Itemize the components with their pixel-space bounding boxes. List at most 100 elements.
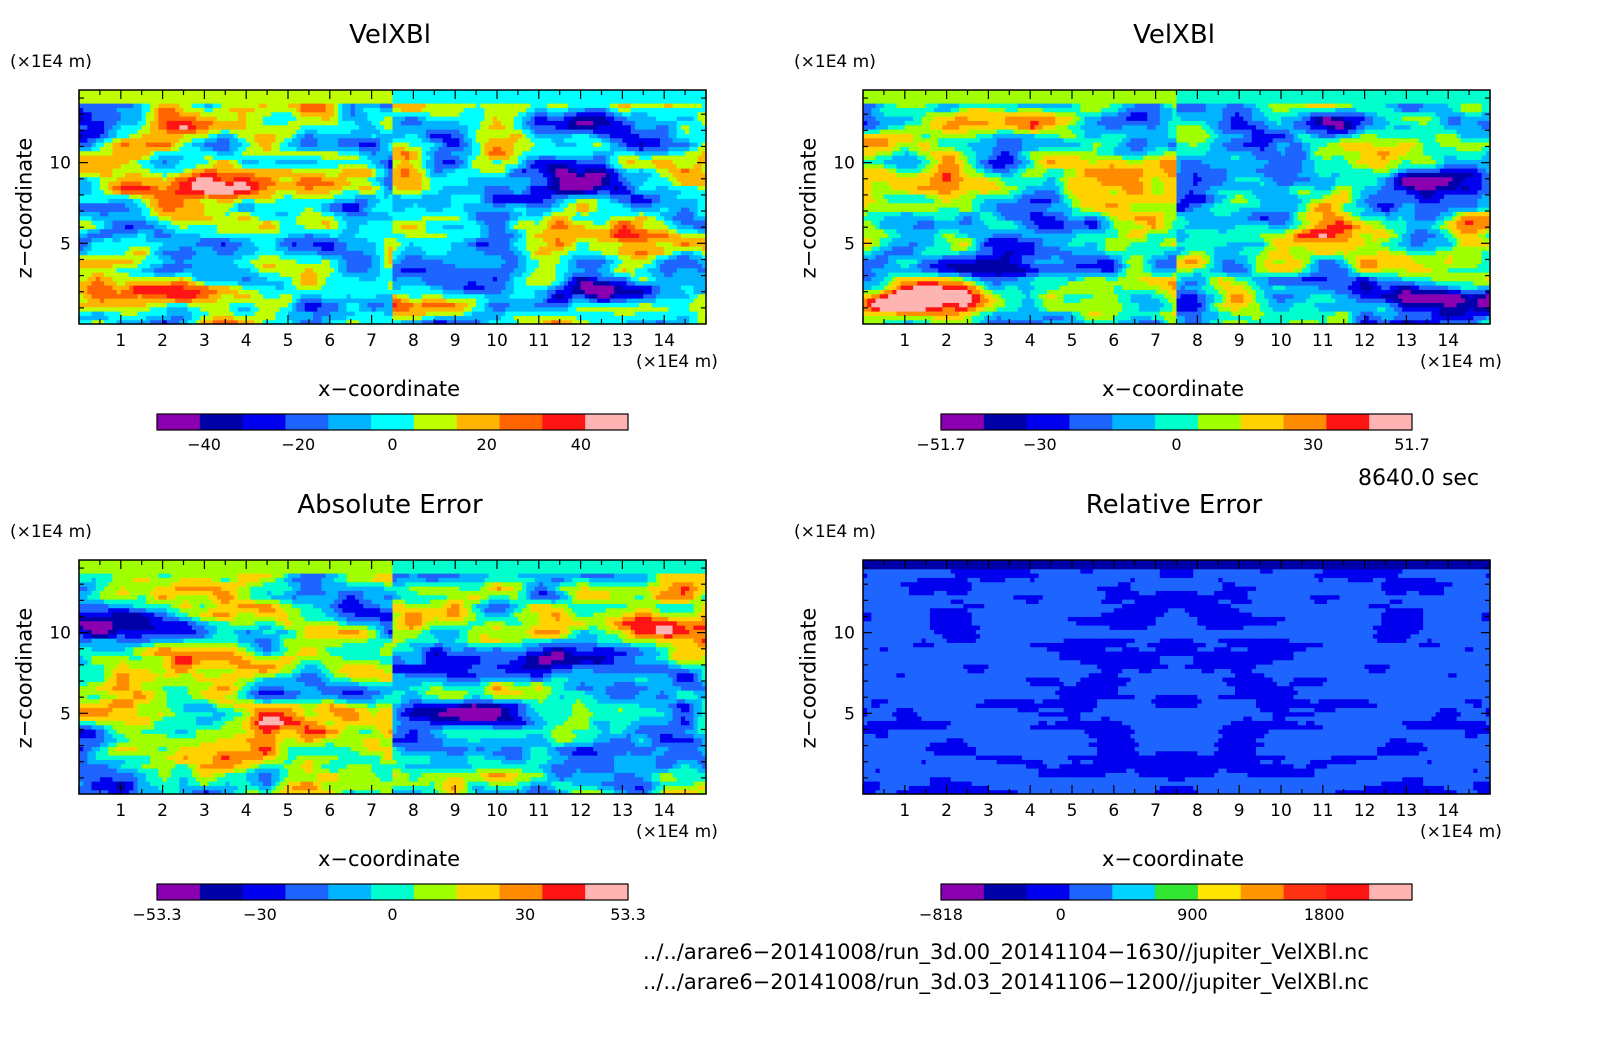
x-tick-label: 6 — [1108, 331, 1119, 351]
x-tick-label: 1 — [899, 331, 910, 351]
colorbar-swatch — [1283, 414, 1327, 430]
x-tick-label: 4 — [1025, 331, 1036, 351]
colorbar — [940, 883, 1413, 901]
x-tick-label: 2 — [941, 331, 952, 351]
colorbar-frame — [156, 413, 629, 431]
colorbar-tick-label: −818 — [919, 905, 963, 924]
x-axis-label: x−coordinate — [318, 377, 460, 401]
colorbar-swatch — [941, 414, 985, 430]
colorbar-swatch — [371, 414, 415, 430]
colorbar-swatch — [1069, 414, 1113, 430]
colorbar-tick-label: 40 — [571, 435, 591, 454]
x-tick-label: 7 — [1150, 801, 1161, 821]
colorbar-tick-label: 0 — [387, 905, 397, 924]
x-tick-label: 13 — [1396, 801, 1418, 821]
x-tick-label: 1 — [115, 331, 126, 351]
panel-velxbl-left: VelXBl (×1E4 m) 1 2 3 4 5 6 7 8 9 10 11 12 13 14 5 10 −4… — [0, 0, 780, 470]
colorbar — [156, 883, 629, 901]
colorbar-swatch — [1112, 414, 1156, 430]
x-tick-label: 10 — [1270, 801, 1292, 821]
x-axis-label: x−coordinate — [1102, 847, 1244, 871]
x-ticks — [78, 90, 707, 324]
chart-title: VelXBl — [844, 20, 1504, 50]
x-tick-label: 7 — [1150, 331, 1161, 351]
x-unit-label: (×1E4 m) — [1420, 352, 1502, 372]
x-unit-label: (×1E4 m) — [636, 352, 718, 372]
file-path-1: ../../arare6−20141008/run_3d.00_20141104… — [643, 940, 1369, 964]
colorbar-tick-label: 53.3 — [610, 905, 646, 924]
colorbar — [940, 413, 1413, 431]
colorbar-swatch — [1283, 884, 1327, 900]
colorbar-swatch — [1326, 414, 1370, 430]
x-tick-label: 7 — [366, 331, 377, 351]
x-tick-label: 3 — [199, 331, 210, 351]
colorbar-swatch — [199, 884, 244, 900]
y-tick-label: 5 — [844, 234, 855, 254]
colorbar-swatch — [328, 884, 372, 900]
colorbar-swatch — [1369, 884, 1413, 900]
y-tick-label: 10 — [833, 624, 855, 644]
colorbar-swatch — [285, 414, 329, 430]
x-tick-label: 2 — [941, 801, 952, 821]
colorbar-swatch — [585, 414, 629, 430]
file-path-2: ../../arare6−20141008/run_3d.03_20141106… — [643, 970, 1369, 994]
x-tick-label: 10 — [486, 331, 508, 351]
y-tick-label: 10 — [833, 154, 855, 174]
chart-title: Relative Error — [844, 490, 1504, 520]
colorbar-swatch — [983, 414, 1028, 430]
x-tick-label: 8 — [408, 801, 419, 821]
colorbar-tick-label: 900 — [1177, 905, 1208, 924]
x-tick-label: 5 — [283, 801, 294, 821]
chart-title: VelXBl — [60, 20, 720, 50]
x-tick-label: 2 — [157, 801, 168, 821]
y-ticks — [863, 97, 1490, 309]
contour-field — [863, 90, 1491, 325]
colorbar-tick-label: 20 — [477, 435, 497, 454]
x-tick-label: 14 — [1437, 331, 1459, 351]
x-tick-label: 3 — [199, 801, 210, 821]
colorbar-tick-label: −40 — [187, 435, 221, 454]
y-tick-label: 5 — [844, 704, 855, 724]
contour-field — [79, 560, 707, 795]
x-tick-label: 13 — [612, 801, 634, 821]
colorbar-swatch — [1026, 414, 1070, 430]
colorbar-frame — [940, 883, 1413, 901]
x-tick-label: 4 — [241, 331, 252, 351]
colorbar-swatch — [1197, 884, 1242, 900]
y-axis-label: z−coordinate — [796, 608, 820, 749]
y-ticks — [79, 567, 706, 779]
x-unit-label: (×1E4 m) — [1420, 822, 1502, 842]
colorbar-swatch — [456, 884, 500, 900]
x-tick-label: 9 — [450, 801, 461, 821]
colorbar-swatch — [983, 884, 1028, 900]
x-tick-label: 12 — [570, 331, 592, 351]
panel-relative-error: Relative Error (×1E4 m) 1 2 3 4 5 6 7 8 9 10 11 12 1… — [784, 470, 1564, 940]
y-ticks — [863, 567, 1490, 779]
colorbar-tick-label: 0 — [1171, 435, 1181, 454]
x-tick-label: 11 — [1312, 331, 1334, 351]
colorbar-tick-label: −30 — [243, 905, 277, 924]
colorbar-tick-label: 30 — [515, 905, 535, 924]
x-tick-label: 6 — [324, 801, 335, 821]
x-tick-label: 11 — [1312, 801, 1334, 821]
colorbar-swatch — [157, 414, 201, 430]
x-tick-label: 14 — [653, 331, 675, 351]
colorbar-tick-label: 0 — [1056, 905, 1066, 924]
x-tick-label: 1 — [899, 801, 910, 821]
x-tick-label: 12 — [1354, 331, 1376, 351]
chart-title: Absolute Error — [60, 490, 720, 520]
colorbar-swatch — [1197, 414, 1242, 430]
colorbar-tick-label: −53.3 — [132, 905, 181, 924]
x-tick-label: 13 — [1396, 331, 1418, 351]
colorbar-swatch — [1155, 884, 1199, 900]
y-tick-label: 10 — [49, 624, 71, 644]
y-ticks — [79, 97, 706, 309]
colorbar-swatch — [413, 414, 458, 430]
x-tick-label: 2 — [157, 331, 168, 351]
x-tick-label: 4 — [241, 801, 252, 821]
y-axis-label: z−coordinate — [796, 138, 820, 279]
x-tick-label: 5 — [283, 331, 294, 351]
colorbar-swatch — [1240, 414, 1284, 430]
